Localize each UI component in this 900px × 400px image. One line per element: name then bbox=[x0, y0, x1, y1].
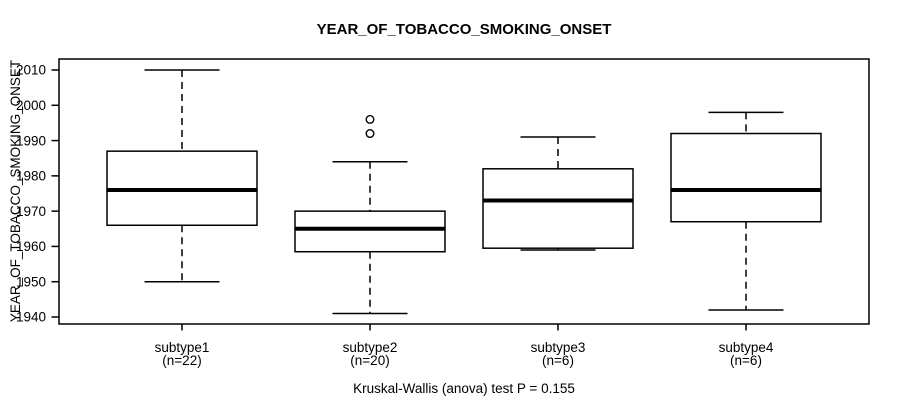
x-group-count-label: (n=22) bbox=[162, 353, 201, 368]
y-tick-label: 1980 bbox=[16, 169, 46, 184]
x-group-label: subtype4 bbox=[719, 340, 774, 355]
x-group-label: subtype1 bbox=[155, 340, 210, 355]
y-tick-label: 1960 bbox=[16, 239, 46, 254]
y-tick-label: 1970 bbox=[16, 204, 46, 219]
y-tick-label: 1950 bbox=[16, 274, 46, 289]
chart-title: YEAR_OF_TOBACCO_SMOKING_ONSET bbox=[317, 21, 612, 38]
stat-test-annotation: Kruskal-Wallis (anova) test P = 0.155 bbox=[353, 381, 575, 396]
outlier-point bbox=[365, 114, 375, 124]
y-tick-label: 1990 bbox=[16, 133, 46, 148]
x-group-label: subtype2 bbox=[343, 340, 398, 355]
iqr-box bbox=[670, 132, 822, 223]
x-group-count-label: (n=20) bbox=[350, 353, 389, 368]
iqr-box bbox=[294, 210, 446, 253]
outlier-point bbox=[365, 129, 375, 139]
plot-area: 1940 1950 1960 1970 1980 1990 2000 2010 subtype1… bbox=[16, 58, 870, 368]
y-tick-label: 1940 bbox=[16, 310, 46, 325]
plot-frame bbox=[58, 58, 870, 325]
y-tick-label: 2000 bbox=[16, 98, 46, 113]
x-group-count-label: (n=6) bbox=[542, 353, 574, 368]
iqr-box bbox=[482, 168, 634, 249]
x-group-count-label: (n=6) bbox=[730, 353, 762, 368]
y-tick-label: 2010 bbox=[16, 63, 46, 78]
x-group-label: subtype3 bbox=[531, 340, 586, 355]
y-axis-title: YEAR_OF_TOBACCO_SMOKING_ONSET bbox=[8, 60, 23, 322]
